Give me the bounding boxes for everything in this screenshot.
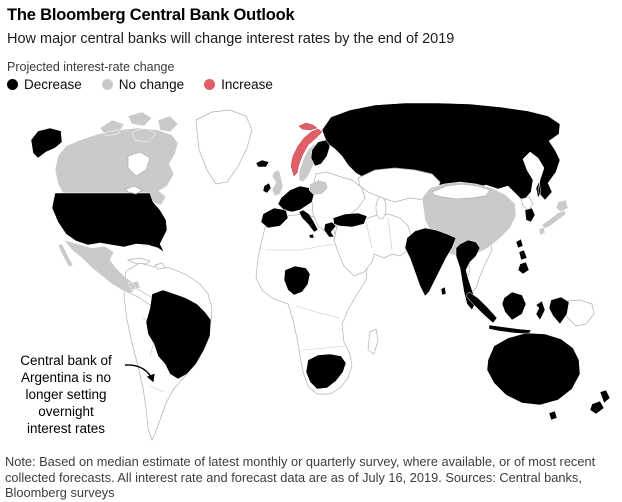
landmass-hispaniola bbox=[154, 262, 166, 270]
country-sri-lanka bbox=[440, 286, 447, 296]
increase-dot-icon bbox=[204, 79, 216, 90]
country-new-zealand bbox=[589, 389, 611, 415]
country-greece bbox=[323, 221, 337, 238]
annotation-line: Central bank of bbox=[20, 353, 112, 368]
country-australia bbox=[486, 332, 581, 421]
hudson-bay bbox=[127, 151, 151, 177]
country-iceland bbox=[255, 159, 270, 168]
legend: Decrease No change Increase bbox=[7, 77, 273, 92]
landmass-north-korea bbox=[520, 196, 534, 211]
caspian-sea bbox=[375, 196, 387, 220]
country-united-states bbox=[30, 127, 168, 253]
annotation-line: longer setting bbox=[25, 387, 107, 402]
annotation-argentina: Central bank of Argentina is no longer s… bbox=[12, 352, 120, 437]
country-indonesia bbox=[465, 291, 570, 335]
middle-east-borders bbox=[365, 217, 393, 251]
country-finland bbox=[310, 139, 331, 167]
legend-title: Projected interest-rate change bbox=[7, 60, 175, 74]
country-japan bbox=[538, 199, 569, 236]
country-south-africa bbox=[305, 353, 347, 390]
country-south-korea bbox=[524, 207, 536, 223]
landmass-greenland bbox=[195, 109, 253, 185]
country-turkey bbox=[332, 212, 368, 228]
country-nigeria bbox=[283, 265, 311, 296]
page-title: The Bloomberg Central Bank Outlook bbox=[7, 6, 295, 24]
legend-item-label: Increase bbox=[221, 77, 273, 92]
no-change-dot-icon bbox=[101, 79, 113, 90]
landmass-papua-new-guinea bbox=[565, 299, 595, 327]
country-united-kingdom bbox=[271, 169, 284, 197]
annotation-arrow bbox=[124, 364, 155, 383]
annotation-line: interest rates bbox=[26, 421, 106, 436]
africa-borders bbox=[266, 243, 347, 351]
country-norway bbox=[290, 122, 323, 177]
country-poland bbox=[308, 179, 329, 196]
country-mexico bbox=[57, 239, 141, 295]
world-map-svg bbox=[30, 102, 611, 441]
landmass-cuba bbox=[126, 257, 151, 265]
decrease-dot-icon bbox=[7, 79, 18, 90]
great-lakes bbox=[125, 185, 143, 195]
subtitle: How major central banks will change inte… bbox=[7, 31, 455, 47]
country-brazil bbox=[145, 289, 212, 380]
country-eurozone bbox=[260, 185, 319, 239]
source-note: Note: Based on median estimate of latest… bbox=[5, 454, 596, 500]
annotation-line: overnight bbox=[38, 404, 94, 419]
annotation-line: Argentina is no bbox=[20, 370, 112, 385]
country-ireland bbox=[262, 182, 272, 194]
legend-item-decrease: Decrease bbox=[7, 77, 82, 92]
landmass-middle-east bbox=[333, 213, 413, 277]
country-india bbox=[404, 227, 457, 297]
legend-item-label: No change bbox=[118, 77, 185, 92]
country-philippines bbox=[515, 238, 530, 275]
landmass-madagascar bbox=[367, 328, 379, 355]
legend-item-label: Decrease bbox=[24, 77, 82, 92]
legend-item-increase: Increase bbox=[204, 77, 273, 92]
world-map bbox=[0, 98, 622, 450]
landmass-mongolia bbox=[431, 183, 491, 200]
country-canada bbox=[54, 111, 179, 206]
legend-item-no-change: No change bbox=[101, 77, 185, 92]
